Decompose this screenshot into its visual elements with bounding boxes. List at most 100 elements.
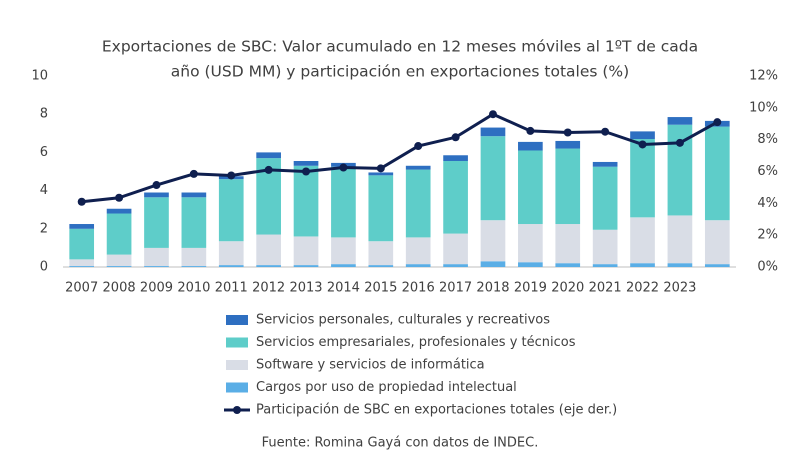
- line-marker: [189, 169, 198, 178]
- y-tick-label: 8: [40, 107, 48, 122]
- source: Fuente: Romina Gayá con datos de INDEC.: [262, 436, 539, 451]
- x-tick-label: 2021: [589, 281, 622, 296]
- bar-segment: [293, 165, 319, 237]
- bar-segment: [555, 140, 581, 149]
- bar-segment: [443, 160, 468, 234]
- bar-segment: [69, 224, 95, 229]
- bar-segment: [405, 165, 431, 170]
- bar-segment: [630, 217, 655, 264]
- bar-segment: [592, 264, 618, 267]
- bar-segment: [667, 215, 693, 264]
- y2-tick-label: 2%: [757, 228, 778, 243]
- y2-tick-label: 4%: [757, 196, 778, 211]
- line-marker: [264, 165, 273, 174]
- line-marker: [488, 110, 497, 119]
- bar-segment: [405, 169, 431, 238]
- bar-segment: [218, 265, 244, 267]
- bar-segment: [181, 266, 207, 267]
- bar-segment: [293, 236, 319, 266]
- bar-segment: [480, 136, 506, 221]
- bar-segment: [331, 237, 356, 265]
- line-marker: [713, 118, 722, 127]
- x-tick-label: 2007: [65, 281, 98, 296]
- bar-segment: [106, 213, 132, 255]
- y2-tick-label: 8%: [757, 132, 778, 147]
- line-marker: [601, 127, 610, 136]
- line-marker: [77, 197, 86, 206]
- line-marker: [451, 133, 460, 142]
- chart-title: Exportaciones de SBC: Valor acumulado en…: [102, 38, 698, 56]
- bar-segment: [667, 263, 693, 267]
- bar-segment: [443, 233, 468, 265]
- bar-segment: [368, 172, 394, 176]
- legend-swatch: [226, 315, 248, 325]
- legend-swatch: [226, 382, 248, 393]
- bar-segment: [181, 192, 207, 198]
- bar-segment: [480, 127, 506, 137]
- line-marker: [675, 138, 684, 147]
- bar-segment: [106, 266, 132, 267]
- bar-segment: [181, 247, 207, 267]
- line-marker: [376, 164, 385, 173]
- line-marker: [115, 193, 124, 202]
- bar-segment: [518, 262, 543, 267]
- line-marker: [526, 126, 535, 135]
- legend-label: Participación de SBC en exportaciones to…: [256, 403, 617, 418]
- bar-segment: [630, 263, 655, 267]
- bar-segment: [69, 259, 95, 267]
- bar-segment: [592, 229, 618, 265]
- line-marker: [339, 163, 348, 172]
- line-series: [81, 112, 719, 204]
- x-tick-label: 2020: [551, 281, 584, 296]
- bar-segment: [218, 179, 244, 242]
- bar-segment: [256, 265, 281, 267]
- y-tick-label: 4: [40, 183, 48, 198]
- bar-segment: [704, 220, 730, 265]
- bar-segment: [443, 155, 468, 161]
- bar-segment: [181, 197, 207, 248]
- y-tick-label: 0: [40, 260, 48, 275]
- bar-segment: [69, 266, 95, 267]
- bar-segment: [592, 161, 618, 167]
- bar-segment: [480, 220, 506, 262]
- bar-segment: [106, 254, 132, 267]
- bar-segment: [293, 160, 319, 166]
- line-marker: [414, 142, 423, 151]
- legend-label: Servicios personales, culturales y recre…: [256, 313, 550, 328]
- bar-segment: [555, 224, 581, 264]
- bar-segment: [218, 241, 244, 266]
- bar-segment: [368, 175, 394, 242]
- x-tick-label: 2014: [327, 281, 360, 296]
- bar-segment: [368, 241, 394, 266]
- bar-segment: [144, 192, 169, 198]
- x-tick-label: 2023: [663, 281, 696, 296]
- x-tick-label: 2011: [215, 281, 248, 296]
- bar-segment: [293, 265, 319, 267]
- legend-swatch: [226, 360, 248, 370]
- bar-segment: [480, 261, 506, 267]
- line-marker: [152, 181, 161, 190]
- bar-segment: [630, 131, 655, 140]
- bar-segment: [704, 126, 730, 221]
- y2-tick-label: 10%: [749, 100, 778, 115]
- bar-segment: [368, 265, 394, 267]
- y-tick-label: 10: [31, 69, 48, 84]
- x-tick-label: 2016: [402, 281, 435, 296]
- x-tick-label: 2017: [439, 281, 472, 296]
- x-tick-label: 2010: [177, 281, 210, 296]
- legend-label: Servicios empresariales, profesionales y…: [256, 335, 576, 350]
- bar-segment: [592, 166, 618, 230]
- line-marker: [563, 128, 572, 137]
- line-marker: [302, 167, 311, 176]
- x-tick-label: 2019: [514, 281, 547, 296]
- bar-segment: [144, 247, 169, 267]
- bar-segment: [518, 150, 543, 225]
- legend-label: Software y servicios de informática: [256, 358, 485, 373]
- bar-segment: [256, 234, 281, 266]
- bar-segment: [518, 141, 543, 151]
- bar-segment: [106, 208, 132, 214]
- x-tick-label: 2012: [252, 281, 285, 296]
- y2-tick-label: 0%: [757, 260, 778, 275]
- legend-label: Cargos por uso de propiedad intelectual: [256, 380, 517, 395]
